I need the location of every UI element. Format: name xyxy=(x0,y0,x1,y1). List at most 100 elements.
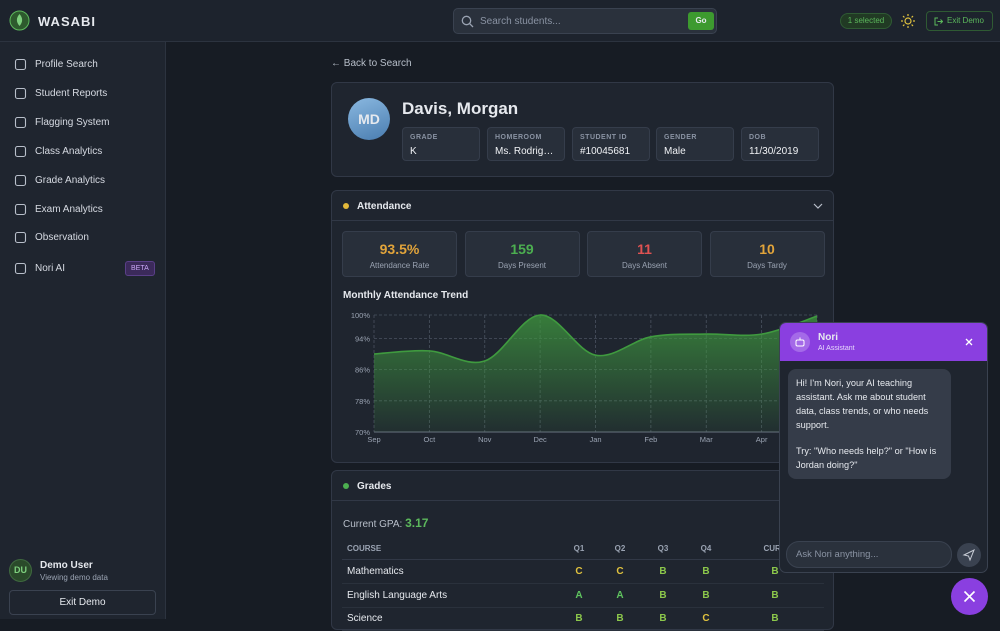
nav-item[interactable]: Grade Analytics xyxy=(14,174,105,187)
attendance-chart: 70% 78% 86% 94% 100% Sep Oct Nov Dec Jan Feb Mar Apr xyxy=(351,311,818,444)
grade-cell: A xyxy=(575,589,583,601)
area xyxy=(374,314,817,432)
profile-field: GENDER Male xyxy=(656,127,734,161)
nav-item[interactable]: Nori AI xyxy=(14,262,65,275)
profile-avatar: MD xyxy=(348,98,390,140)
exit-demo-button[interactable]: Exit Demo xyxy=(926,11,993,31)
divider xyxy=(332,500,833,501)
field-value: 11/30/2019 xyxy=(749,146,799,157)
bot-icon xyxy=(790,332,810,352)
grade-cell: B xyxy=(659,566,667,577)
grade-cell: B xyxy=(771,566,779,577)
brand: WASABI xyxy=(38,14,96,29)
grade-cell: B xyxy=(702,566,710,577)
exit-label: Exit Demo xyxy=(947,16,984,25)
user-name: Demo User xyxy=(40,560,93,571)
back-label: Back to Search xyxy=(343,58,412,69)
search-icon xyxy=(461,15,474,28)
x-tick-label: Dec xyxy=(533,435,547,444)
nav-icon xyxy=(14,262,27,275)
y-tick-label: 78% xyxy=(355,397,370,406)
course-name: Mathematics xyxy=(347,566,404,577)
chat-paragraph: Hi! I'm Nori, your AI teaching assistant… xyxy=(796,378,929,430)
chat-input[interactable]: Ask Nori anything... xyxy=(786,541,952,568)
field-value: #10045681 xyxy=(580,146,631,157)
course-name: English Language Arts xyxy=(347,589,448,601)
stat-label: Days Absent xyxy=(622,261,667,270)
table-header: Q1 xyxy=(573,544,585,553)
nav-icon xyxy=(14,58,27,71)
nav-item[interactable]: Profile Search xyxy=(14,58,98,71)
nav-item[interactable]: Class Analytics xyxy=(14,145,102,158)
field-value: Ms. Rodrigu... xyxy=(495,146,557,157)
field-label: STUDENT ID xyxy=(580,134,627,141)
nav-label: Profile Search xyxy=(35,59,98,70)
grade-cell: C xyxy=(616,566,624,577)
chat-fab[interactable] xyxy=(951,578,988,615)
field-value: K xyxy=(410,146,417,157)
sidebar-exit-button[interactable]: Exit Demo xyxy=(9,590,156,615)
nav-icon xyxy=(14,87,27,100)
profile-field: STUDENT ID #10045681 xyxy=(572,127,650,161)
stat-label: Days Tardy xyxy=(747,261,787,270)
chat-paragraph: Try: "Who needs help?" or "How is Jordan… xyxy=(796,446,937,470)
profile-field: GRADE K xyxy=(402,127,480,161)
divider xyxy=(342,559,824,560)
profile-field: HOMEROOM Ms. Rodrigu... xyxy=(487,127,565,161)
search-box[interactable]: Search students... Go xyxy=(453,8,717,34)
y-tick-label: 70% xyxy=(355,428,370,437)
sidebar-exit-label: Exit Demo xyxy=(59,597,106,608)
nav-item[interactable]: Observation xyxy=(14,231,89,244)
stat-card: 159 Days Present xyxy=(464,231,580,277)
stat-label: Days Present xyxy=(497,261,547,270)
user-avatar: DU xyxy=(9,559,32,582)
go-button[interactable]: Go xyxy=(688,12,714,30)
search-placeholder: Search students... xyxy=(480,16,561,27)
table-header: Q4 xyxy=(700,544,712,553)
stat-value: 11 xyxy=(637,241,652,257)
stat-card: 10 Days Tardy xyxy=(709,231,825,277)
chevron[interactable] xyxy=(813,202,823,210)
stat-value: 93.5% xyxy=(379,241,420,257)
chart-title: Monthly Attendance Trend xyxy=(343,290,469,301)
grade-cell: B xyxy=(771,589,779,601)
table-header: Q2 xyxy=(614,544,626,553)
stat-value: 159 xyxy=(510,241,534,257)
stat-card: 11 Days Absent xyxy=(587,231,702,277)
chat-close[interactable] xyxy=(965,338,973,346)
stat-label: Attendance Rate xyxy=(369,261,430,270)
chat-panel: Nori AI Assistant Hi! I'm Nori, your AI … xyxy=(779,322,988,573)
chat-placeholder: Ask Nori anything... xyxy=(796,549,879,560)
x-tick-label: Nov xyxy=(478,435,492,444)
section-title: Attendance xyxy=(357,201,412,212)
status-dot xyxy=(343,203,349,209)
field-value: Male xyxy=(664,146,686,157)
user-subtitle: Viewing demo data xyxy=(40,573,108,582)
divider xyxy=(342,583,824,584)
chat-header: Nori AI Assistant xyxy=(780,323,987,361)
gpa-label: Current GPA: xyxy=(343,519,403,530)
theme-toggle[interactable] xyxy=(901,14,915,28)
x-tick-label: Oct xyxy=(424,435,437,444)
status-dot xyxy=(343,483,349,489)
gpa-value: 3.17 xyxy=(405,516,429,530)
beta-badge: BETA xyxy=(125,261,155,276)
nav-item[interactable]: Exam Analytics xyxy=(14,203,103,216)
x-tick-label: Sep xyxy=(367,435,380,444)
exit-icon xyxy=(934,17,943,26)
logo xyxy=(9,10,30,31)
nav-item[interactable]: Student Reports xyxy=(14,87,107,100)
y-tick-label: 100% xyxy=(351,311,371,320)
field-label: GRADE xyxy=(410,134,438,141)
table-header: Q3 xyxy=(657,544,669,553)
chat-title: Nori xyxy=(818,332,838,343)
send-button[interactable] xyxy=(957,543,981,567)
header: WASABI Search students... Go 1 selected … xyxy=(0,0,1000,42)
nav-label: Exam Analytics xyxy=(35,204,103,215)
selected-pill[interactable]: 1 selected xyxy=(840,13,892,29)
x-tick-label: Mar xyxy=(700,435,713,444)
back-link[interactable]: ← Back to Search xyxy=(331,58,412,69)
nav-label: Flagging System xyxy=(35,117,110,128)
nav-item[interactable]: Flagging System xyxy=(14,116,109,129)
